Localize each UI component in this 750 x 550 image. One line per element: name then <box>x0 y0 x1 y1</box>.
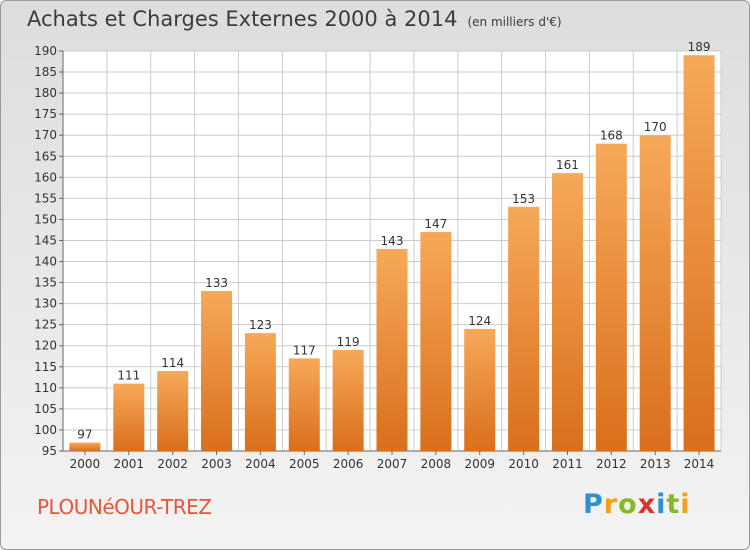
x-tick-label: 2009 <box>464 457 495 471</box>
y-tick-label: 155 <box>34 191 57 205</box>
bar <box>420 232 452 451</box>
y-tick-label: 145 <box>34 233 57 247</box>
y-tick-label: 170 <box>34 128 57 142</box>
data-label: 119 <box>337 335 360 349</box>
bar <box>69 442 101 451</box>
y-tick-label: 180 <box>34 86 57 100</box>
data-label: 124 <box>468 314 491 328</box>
data-label: 153 <box>512 192 535 206</box>
y-tick-label: 160 <box>34 170 57 184</box>
bar <box>464 328 496 451</box>
x-tick-label: 2011 <box>552 457 583 471</box>
y-tick-label: 140 <box>34 255 57 269</box>
data-label: 161 <box>556 158 579 172</box>
y-tick-label: 105 <box>34 402 57 416</box>
bar <box>288 358 320 451</box>
data-label: 114 <box>161 356 184 370</box>
x-tick-label: 2010 <box>508 457 539 471</box>
bar <box>201 291 233 451</box>
bar <box>113 383 145 451</box>
data-label: 189 <box>688 40 711 54</box>
data-label: 97 <box>77 428 92 442</box>
bar <box>376 248 408 451</box>
data-label: 170 <box>644 120 667 134</box>
bar <box>595 143 627 451</box>
bar <box>157 371 189 451</box>
y-tick-label: 135 <box>34 276 57 290</box>
x-tick-label: 2008 <box>421 457 452 471</box>
x-tick-label: 2002 <box>157 457 188 471</box>
logo-letter: x <box>637 489 657 520</box>
bar <box>508 206 540 451</box>
logo-letter: P <box>583 489 604 520</box>
x-tick-label: 2000 <box>70 457 101 471</box>
y-tick-label: 125 <box>34 318 57 332</box>
bar <box>639 135 671 452</box>
y-tick-label: 130 <box>34 297 57 311</box>
x-tick-label: 2014 <box>684 457 715 471</box>
proxiti-logo[interactable]: Proxiti <box>583 489 691 520</box>
x-tick-label: 2012 <box>596 457 627 471</box>
data-label: 111 <box>117 369 140 383</box>
data-label: 147 <box>424 217 447 231</box>
y-tick-label: 100 <box>34 423 57 437</box>
y-tick-label: 110 <box>34 381 57 395</box>
bars <box>69 55 715 452</box>
bar <box>244 333 276 451</box>
y-tick-label: 95 <box>42 444 57 458</box>
y-tick-label: 165 <box>34 149 57 163</box>
x-tick-label: 2005 <box>289 457 320 471</box>
chart-title: Achats et Charges Externes 2000 à 2014 (e… <box>27 7 562 31</box>
data-label: 168 <box>600 129 623 143</box>
x-tick-label: 2007 <box>377 457 408 471</box>
data-label: 123 <box>249 318 272 332</box>
y-tick-label: 120 <box>34 339 57 353</box>
data-label: 117 <box>293 343 316 357</box>
x-tick-label: 2006 <box>333 457 364 471</box>
logo-letter: i <box>680 489 691 520</box>
data-labels: 97 111 114 133 123 117 119 143 147 124 153 161 168 17… <box>77 40 710 441</box>
logo-letter: r <box>603 489 619 520</box>
bar <box>683 55 715 452</box>
x-tick-label: 2001 <box>114 457 145 471</box>
commune-name: PLOUNéOUR-TREZ <box>37 495 212 519</box>
bar <box>551 173 583 451</box>
y-tick-label: 185 <box>34 65 57 79</box>
y-tick-label: 190 <box>34 44 57 58</box>
logo-letter: t <box>666 489 681 520</box>
logo-letter: i <box>656 489 667 520</box>
bar <box>332 349 364 451</box>
x-tick-label: 2004 <box>245 457 276 471</box>
y-tick-label: 175 <box>34 107 57 121</box>
chart-title-main: Achats et Charges Externes 2000 à 2014 <box>27 7 458 31</box>
chart-title-unit: (en milliers d'€) <box>467 15 562 29</box>
logo-letter: o <box>618 489 638 520</box>
x-tick-label: 2003 <box>201 457 232 471</box>
data-label: 143 <box>381 234 404 248</box>
y-tick-label: 150 <box>34 212 57 226</box>
x-tick-label: 2013 <box>640 457 671 471</box>
y-tick-label: 115 <box>34 360 57 374</box>
data-label: 133 <box>205 276 228 290</box>
